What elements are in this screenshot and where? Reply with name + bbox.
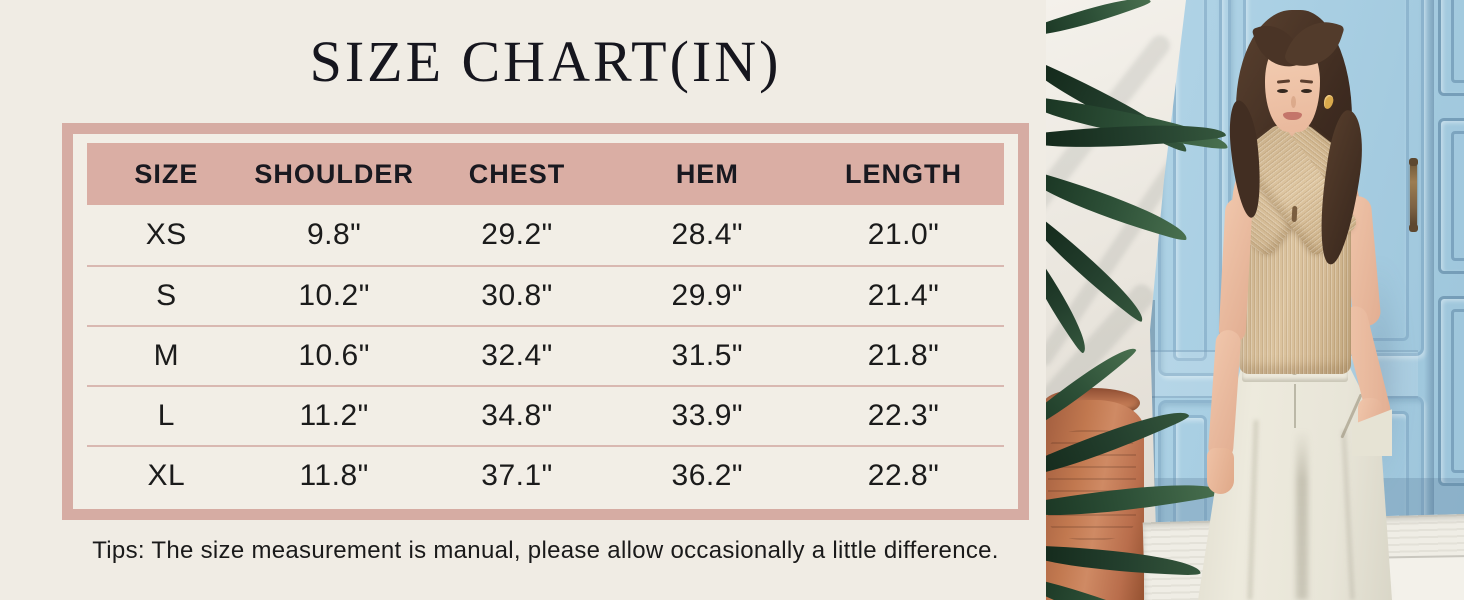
- table-row-s: S 10.2" 30.8" 29.9" 21.4": [87, 265, 1004, 325]
- table-row-l: L 11.2" 34.8" 33.9" 22.3": [87, 385, 1004, 445]
- model-lips: [1283, 112, 1302, 120]
- value-cell: 10.2": [298, 279, 370, 312]
- value-cell: 21.4": [867, 279, 940, 312]
- column-header-shoulder: SHOULDER: [254, 158, 414, 189]
- value-cell: 9.8": [306, 218, 362, 251]
- size-label: XS: [145, 218, 187, 251]
- table-row-xs: XS 9.8" 29.2" 28.4" 21.0": [87, 205, 1004, 265]
- door-handle: [1409, 158, 1418, 232]
- door-panel: [1438, 118, 1464, 274]
- door-panel: [1438, 0, 1464, 96]
- column-header-chest: CHEST: [468, 158, 566, 189]
- model-photo: [1046, 0, 1464, 600]
- value-cell: 36.2": [671, 459, 744, 492]
- value-cell: 30.8": [481, 279, 553, 312]
- door-panel: [1438, 296, 1464, 486]
- value-cell: 32.4": [481, 339, 553, 372]
- value-cell: 11.8": [299, 459, 369, 492]
- value-cell: 21.0": [867, 218, 940, 251]
- pants-seam: [1294, 384, 1296, 428]
- table-row-m: M 10.6" 32.4" 31.5" 21.8": [87, 325, 1004, 385]
- tips-note: Tips: The size measurement is manual, pl…: [92, 537, 999, 564]
- size-label: M: [153, 339, 180, 372]
- column-header-size: SIZE: [134, 158, 199, 189]
- value-cell: 11.2": [299, 399, 369, 432]
- model-eye: [1301, 89, 1312, 93]
- size-label: S: [156, 279, 177, 312]
- value-cell: 22.8": [867, 459, 940, 492]
- model-nose: [1291, 96, 1296, 108]
- column-header-length: LENGTH: [845, 158, 963, 189]
- size-label: L: [157, 399, 175, 432]
- value-cell: 29.9": [671, 279, 744, 312]
- value-cell: 10.6": [298, 339, 370, 372]
- value-cell: 37.1": [481, 459, 553, 492]
- top-keyhole: [1291, 205, 1298, 223]
- table-row-xl: XL 11.8" 37.1" 36.2" 22.8": [87, 445, 1004, 505]
- value-cell: 21.8": [867, 339, 940, 372]
- column-header-hem: HEM: [675, 158, 739, 189]
- value-cell: 33.9": [671, 399, 744, 432]
- pants-shadow: [1296, 430, 1308, 600]
- value-cell: 28.4": [671, 218, 744, 251]
- table-header-row: SIZE SHOULDER CHEST HEM LENGTH: [87, 143, 1004, 205]
- model-hand: [1207, 448, 1234, 494]
- door-stile: [1424, 0, 1434, 600]
- value-cell: 31.5": [671, 339, 744, 372]
- table-body: XS 9.8" 29.2" 28.4" 21.0" S 10.2" 30.8" …: [87, 205, 1004, 505]
- page-title: SIZE CHART(IN): [309, 29, 782, 94]
- value-cell: 34.8": [481, 399, 553, 432]
- size-label: XL: [147, 459, 186, 492]
- size-table: SIZE SHOULDER CHEST HEM LENGTH XS 9.8" 2…: [62, 123, 1029, 520]
- value-cell: 22.3": [867, 399, 940, 432]
- value-cell: 29.2": [481, 218, 553, 251]
- model-eye: [1277, 89, 1288, 93]
